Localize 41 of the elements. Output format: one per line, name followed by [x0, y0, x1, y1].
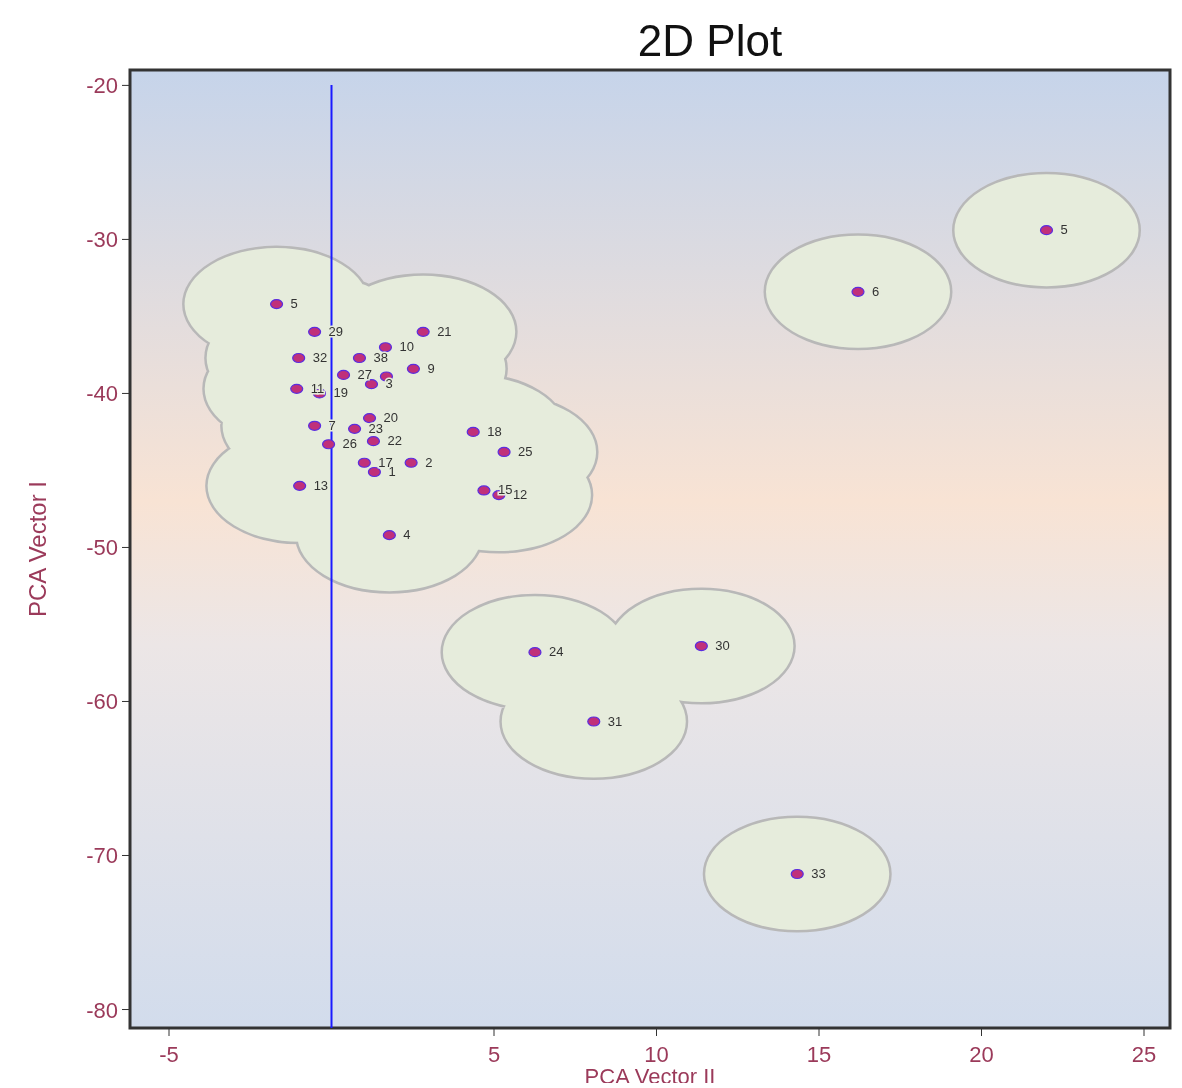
annotation: 23: [368, 420, 384, 436]
annotation: 24: [548, 644, 564, 660]
x-tick-label: 15: [806, 1042, 832, 1067]
annotation: 38: [373, 350, 388, 366]
x-tick-label: 5: [487, 1042, 501, 1067]
y-axis-title: PCA Vector I: [24, 480, 51, 618]
annotation: 21: [437, 323, 452, 339]
x-tick-label: 20: [969, 1042, 994, 1067]
y-tick-label: -20: [86, 73, 118, 99]
annotation: 31: [607, 713, 623, 729]
annotation: 33: [811, 865, 826, 881]
annotation: 9: [427, 360, 435, 376]
annotation: 30: [715, 638, 730, 654]
y-tick-label: -40: [86, 381, 118, 407]
x-tick-label: -5: [159, 1042, 179, 1067]
chart-title: 2D Plot: [637, 16, 783, 65]
y-tick-label: -50: [86, 535, 118, 561]
annotation: 5: [290, 296, 298, 312]
annotation: 12: [512, 487, 528, 503]
y-tick-label: -80: [86, 997, 118, 1023]
x-tick-label: 10: [644, 1042, 669, 1067]
annotation: 13: [313, 477, 329, 493]
annotation: 19: [333, 385, 348, 401]
annotation: 32: [312, 350, 328, 366]
annotation: 10: [399, 339, 414, 355]
annotation: 18: [487, 423, 502, 439]
annotation: 22: [387, 433, 402, 449]
annotation: 5: [1060, 222, 1068, 238]
annotation: 26: [342, 436, 358, 452]
y-tick-label: -60: [86, 689, 118, 715]
annotation: 25: [518, 443, 533, 459]
annotation: 3: [385, 376, 393, 392]
annotation: 2: [425, 454, 433, 470]
annotation: 6: [872, 283, 880, 299]
annotation: 27: [357, 366, 372, 382]
y-tick-label: -30: [86, 227, 118, 253]
annotation: 15: [497, 482, 513, 498]
y-tick-label: -70: [86, 843, 118, 869]
annotation: 4: [403, 527, 411, 543]
x-tick-label: 25: [1131, 1042, 1157, 1067]
annotation: 20: [383, 410, 398, 426]
